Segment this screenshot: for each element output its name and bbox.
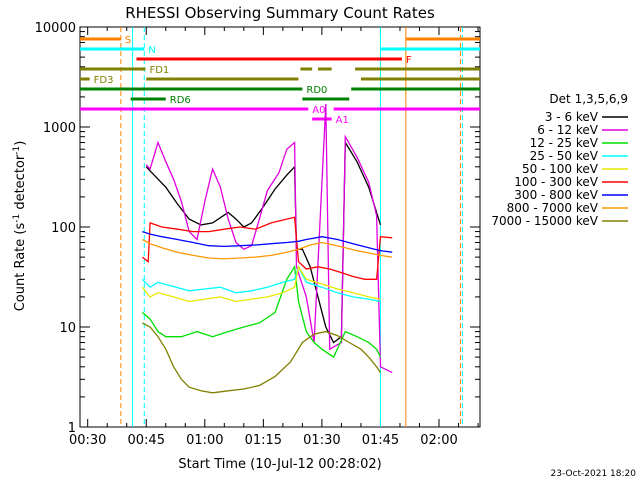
x-tick-label-5: 01:45 <box>362 433 399 448</box>
series-line-3 <box>141 265 381 303</box>
series-line-0 <box>145 140 382 344</box>
x-tick-label-1: 00:45 <box>128 433 165 448</box>
state-bar-label-RD0: RD0 <box>306 85 327 96</box>
state-bar-label-A0: A0 <box>312 105 325 116</box>
legend-label-6: 300 - 800 keV <box>514 188 598 202</box>
x-tick-label-2: 01:00 <box>186 433 223 448</box>
state-bar-label-FD1: FD1 <box>149 65 169 76</box>
state-bar-label-N: N <box>148 45 155 56</box>
legend-title: Det 1,3,5,6,9 <box>549 92 628 106</box>
chart-title: RHESSI Observing Summary Count Rates <box>125 4 435 22</box>
y-axis-label: Count Rate (s-1 detector-1) <box>12 141 28 312</box>
y-tick-label-3: 1000 <box>43 121 76 136</box>
state-bar-label-F: F <box>406 55 412 66</box>
series-line-1 <box>145 103 393 374</box>
series-line-5 <box>141 216 393 280</box>
state-bar-label-FD3: FD3 <box>94 75 114 86</box>
x-tick-label-6: 02:00 <box>420 433 457 448</box>
state-bar-label-S: S <box>125 35 131 46</box>
legend-label-1: 6 - 12 keV <box>537 123 599 137</box>
y-tick-label-2: 100 <box>51 221 76 236</box>
plot-area: 00:30 00:45 01:00 01:15 01:30 01:45 02:00 1 10 10… <box>35 21 481 448</box>
series-line-8 <box>141 322 382 394</box>
legend-label-7: 800 - 7000 keV <box>507 201 599 215</box>
plot-frame <box>79 26 481 428</box>
x-tick-label-0: 00:30 <box>69 433 106 448</box>
x-tick-label-3: 01:15 <box>245 433 282 448</box>
legend-label-2: 12 - 25 keV <box>530 136 599 150</box>
x-tick-label-4: 01:30 <box>303 433 340 448</box>
legend-label-0: 3 - 6 keV <box>545 110 599 124</box>
y-tick-label-1: 10 <box>59 321 76 336</box>
footer-timestamp: 23-Oct-2021 18:20 <box>551 469 637 479</box>
legend-label-4: 50 - 100 keV <box>522 162 599 176</box>
state-bar-label-RD6: RD6 <box>170 95 191 106</box>
legend-label-5: 100 - 300 keV <box>514 175 598 189</box>
y-tick-label-4: 10000 <box>35 21 76 36</box>
legend-label-3: 25 - 50 keV <box>530 149 599 163</box>
state-bar-label-A1: A1 <box>336 115 349 126</box>
y-tick-label-0: 1 <box>68 421 76 436</box>
series-line-2 <box>141 264 382 359</box>
series-line-6 <box>142 230 393 253</box>
x-axis-label: Start Time (10-Jul-12 00:28:02) <box>178 457 381 472</box>
series-line-4 <box>141 265 381 303</box>
legend-label-8: 7000 - 15000 keV <box>491 214 598 228</box>
series-line-7 <box>141 238 393 260</box>
